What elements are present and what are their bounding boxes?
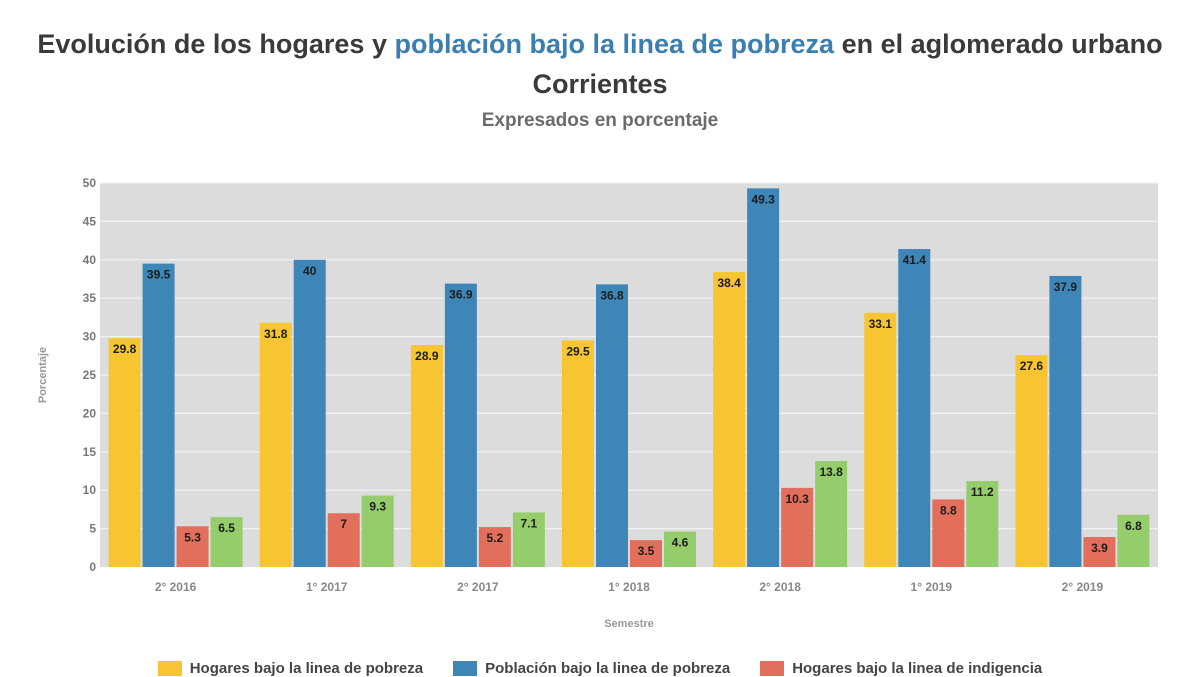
bar-s3-c2 bbox=[327, 513, 360, 567]
bar-s4-c4 bbox=[664, 531, 696, 567]
y-tick-label: 45 bbox=[83, 214, 97, 228]
bar-s4-c5 bbox=[815, 461, 848, 567]
bar-s3-c6 bbox=[932, 499, 965, 567]
bar-s1-c4 bbox=[562, 340, 594, 567]
x-tick-label: 2° 2017 bbox=[457, 580, 499, 594]
y-tick-label: 30 bbox=[83, 330, 97, 344]
bar-s2-c4 bbox=[596, 284, 628, 567]
chart-subtitle: Expresados en porcentaje bbox=[481, 110, 719, 131]
x-tick-label: 1° 2019 bbox=[911, 580, 953, 594]
y-axis-title: Porcentaje bbox=[37, 347, 49, 403]
bar-s1-c2 bbox=[259, 322, 292, 567]
data-label: 39.5 bbox=[147, 268, 171, 282]
bar-s3-c7 bbox=[1083, 537, 1116, 567]
legend-swatch bbox=[760, 661, 785, 676]
bar-s4-c1 bbox=[210, 517, 243, 567]
bar-s3-c5 bbox=[781, 487, 814, 567]
data-label: 3.5 bbox=[638, 544, 655, 558]
data-label: 38.4 bbox=[717, 276, 741, 290]
title-highlight: población bajo la linea de pobreza bbox=[394, 29, 835, 59]
data-label: 6.5 bbox=[218, 521, 235, 535]
bar-s3-c4 bbox=[630, 540, 662, 567]
y-tick-label: 40 bbox=[83, 253, 97, 267]
data-label: 4.6 bbox=[672, 536, 689, 550]
data-label: 33.1 bbox=[869, 317, 893, 331]
y-tick-label: 5 bbox=[89, 522, 96, 536]
bar-s4-c3 bbox=[512, 512, 545, 567]
data-label: 13.8 bbox=[819, 465, 843, 479]
bar-s2-c7 bbox=[1049, 275, 1082, 567]
data-label: 31.8 bbox=[264, 327, 288, 341]
legend-label: Población bajo la linea de pobreza bbox=[485, 660, 731, 677]
bar-s2-c6 bbox=[898, 249, 931, 567]
data-label: 9.3 bbox=[369, 500, 386, 514]
data-label: 11.2 bbox=[971, 485, 994, 499]
data-label: 7 bbox=[340, 517, 347, 531]
x-tick-label: 1° 2017 bbox=[306, 580, 348, 594]
bar-s2-c5 bbox=[747, 188, 780, 567]
bar-s1-c1 bbox=[108, 338, 141, 567]
x-axis-title: Semestre bbox=[604, 618, 654, 630]
x-tick-label: 2° 2016 bbox=[155, 580, 197, 594]
legend-item[interactable]: Población bajo la linea de pobreza bbox=[453, 660, 730, 677]
bar-s3-c1 bbox=[176, 526, 209, 567]
bar-s1-c3 bbox=[410, 345, 443, 567]
data-label: 49.3 bbox=[751, 192, 775, 206]
y-tick-label: 0 bbox=[89, 560, 96, 574]
legend-label: Hogares bajo la linea de pobreza bbox=[189, 660, 424, 677]
bar-s1-c7 bbox=[1015, 355, 1048, 567]
bar-s2-c2 bbox=[293, 259, 326, 567]
data-label: 29.5 bbox=[566, 344, 590, 358]
data-label: 40 bbox=[303, 264, 317, 278]
y-tick-label: 50 bbox=[83, 176, 97, 190]
x-tick-label: 2° 2018 bbox=[759, 580, 801, 594]
bar-s3-c3 bbox=[478, 527, 511, 567]
data-label: 3.9 bbox=[1091, 541, 1108, 555]
bar-s4-c6 bbox=[966, 480, 999, 567]
title-part-1: Evolución de los hogares y bbox=[37, 29, 395, 59]
data-label: 10.3 bbox=[785, 492, 809, 506]
data-label: 41.4 bbox=[903, 253, 927, 267]
data-label: 5.2 bbox=[487, 531, 504, 545]
legend-item[interactable]: Hogares bajo la linea de pobreza bbox=[157, 660, 424, 677]
x-tick-label: 2° 2019 bbox=[1062, 580, 1104, 594]
legend-item[interactable]: Hogares bajo la linea de indigencia bbox=[760, 660, 1042, 677]
data-label: 28.9 bbox=[415, 349, 439, 363]
data-label: 5.3 bbox=[184, 530, 201, 544]
bar-s4-c2 bbox=[361, 495, 394, 567]
data-label: 27.6 bbox=[1020, 359, 1044, 373]
data-label: 6.8 bbox=[1125, 519, 1142, 533]
data-label: 36.9 bbox=[449, 288, 473, 302]
y-tick-label: 35 bbox=[83, 291, 97, 305]
legend-swatch bbox=[453, 661, 478, 676]
data-label: 29.8 bbox=[113, 342, 137, 356]
title-part-2: en el aglomerado urbano Corrientes bbox=[532, 29, 1163, 99]
bar-s2-c3 bbox=[444, 283, 477, 567]
bar-s4-c7 bbox=[1117, 514, 1150, 567]
legend-swatch bbox=[157, 661, 182, 676]
bar-s2-c1 bbox=[142, 263, 175, 567]
data-label: 36.8 bbox=[600, 288, 624, 302]
legend: Hogares bajo la linea de pobreza Població… bbox=[0, 660, 1200, 677]
x-tick-label: 1° 2018 bbox=[608, 580, 650, 594]
y-tick-label: 20 bbox=[83, 406, 97, 420]
y-tick-label: 15 bbox=[83, 445, 97, 459]
bar-s1-c6 bbox=[864, 312, 897, 567]
y-tick-label: 10 bbox=[83, 483, 97, 497]
bar-s1-c5 bbox=[713, 272, 746, 567]
y-tick-label: 25 bbox=[83, 368, 97, 382]
data-label: 7.1 bbox=[521, 516, 538, 530]
data-label: 8.8 bbox=[940, 503, 957, 517]
chart-title: Evolución de los hogares y población baj… bbox=[0, 24, 1200, 104]
data-label: 37.9 bbox=[1054, 280, 1078, 294]
legend-label: Hogares bajo la linea de indigencia bbox=[792, 660, 1043, 677]
